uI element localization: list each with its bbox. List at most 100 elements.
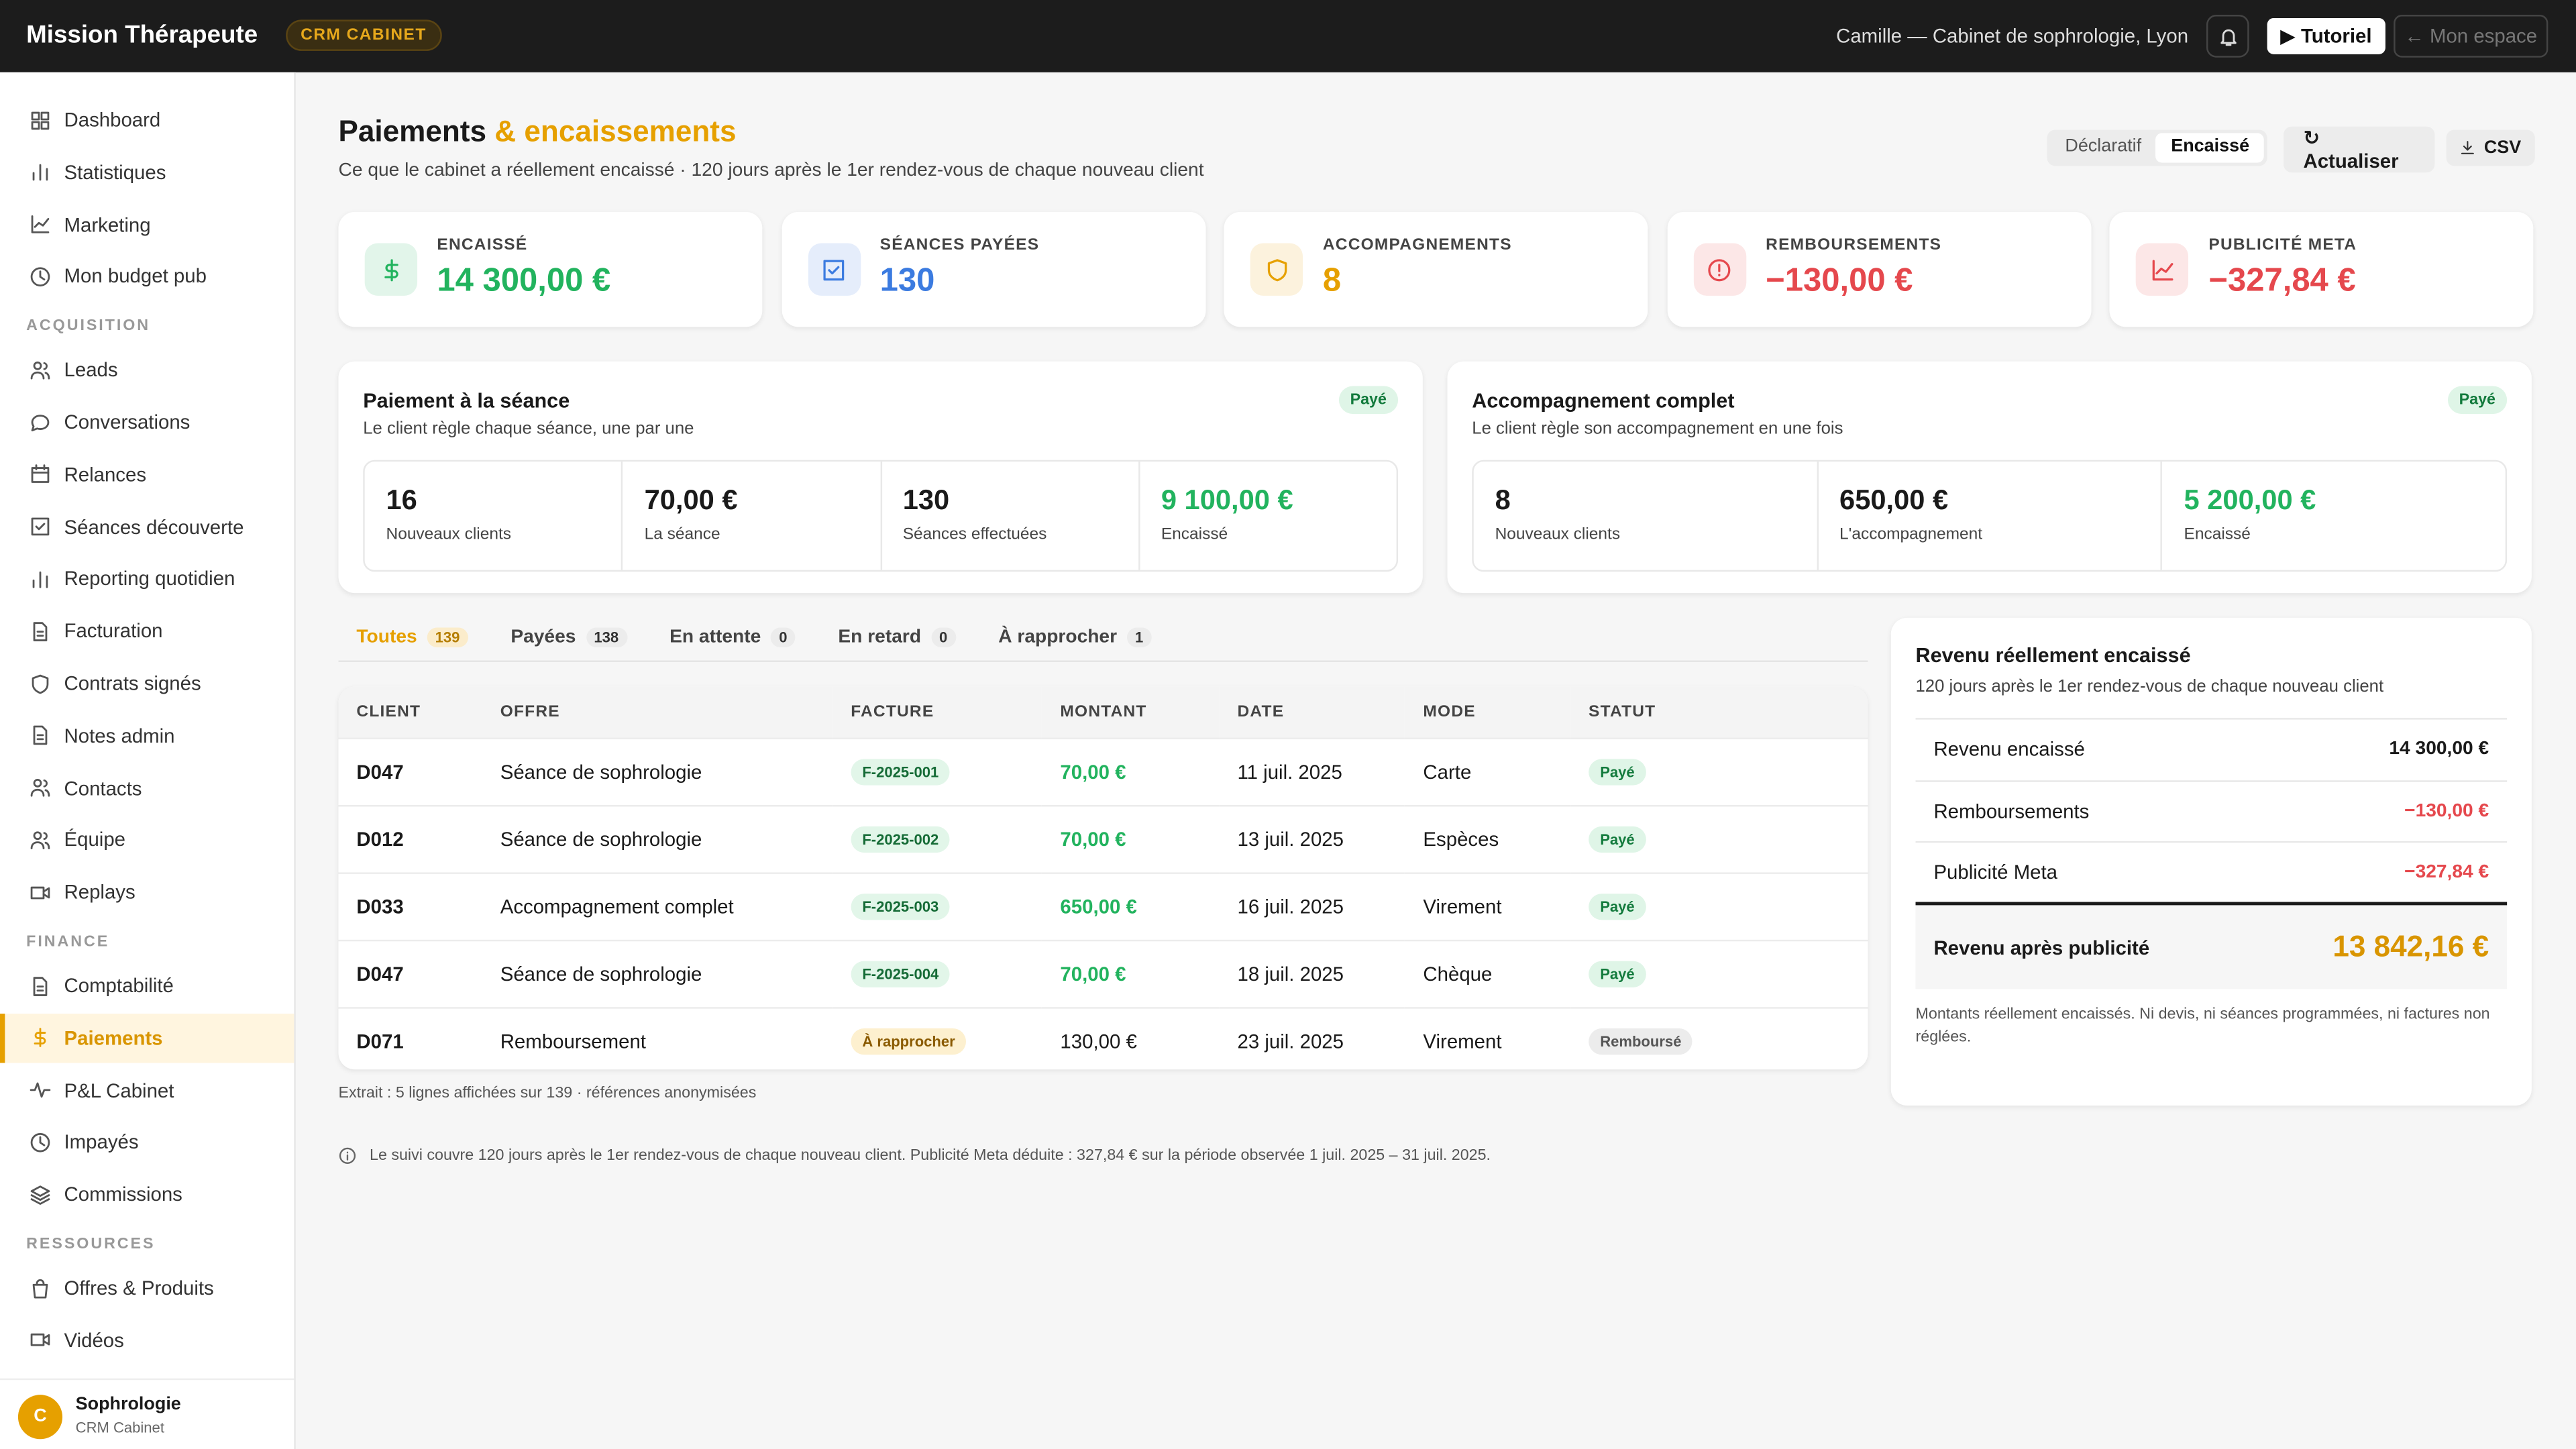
nav-item[interactable]: Contrats signés xyxy=(0,659,294,708)
avatar: C xyxy=(17,1395,63,1440)
nav-label: Reporting quotidien xyxy=(64,567,235,591)
toggle-option[interactable]: Déclaratif xyxy=(2065,136,2142,156)
nav-item[interactable]: Séances découverte xyxy=(0,502,294,551)
filter-tab[interactable]: À rapprocher 1 xyxy=(980,618,1169,661)
nav-item[interactable]: Conversations xyxy=(0,398,294,447)
icon-stroke xyxy=(34,1032,46,1045)
panel-title: Paiement à la séance xyxy=(363,389,570,413)
nav-item[interactable]: Impayés xyxy=(0,1118,294,1167)
cell-text: D071 xyxy=(356,1030,404,1053)
revenue-note: Montants réellement encaissés. Ni devis,… xyxy=(1915,1005,2490,1047)
cell-text: 16 juil. 2025 xyxy=(1237,895,1344,918)
column-header: CLIENT xyxy=(338,686,482,739)
table-cell: Remboursé xyxy=(1570,1007,1868,1070)
revenue-total-label: Revenu après publicité xyxy=(1933,935,2150,959)
nav-item[interactable]: Offres & Produits xyxy=(0,1263,294,1312)
icon-stroke xyxy=(39,270,46,280)
payments-table: CLIENT OFFRE FACTURE MONTANT DATE MODE STATUT D… xyxy=(338,686,1868,1070)
stat: 650,00 € L'accompagnement xyxy=(1816,462,2161,570)
nav-item[interactable]: Relances xyxy=(0,450,294,499)
toggle-option[interactable]: Encaissé xyxy=(2156,133,2265,163)
icon xyxy=(30,831,50,849)
stat-label: Séances effectuées xyxy=(902,525,1047,544)
nav-item[interactable]: Mon budget pub xyxy=(0,252,294,301)
icon xyxy=(1709,258,1731,281)
nav-label: Comptabilité xyxy=(64,974,174,998)
kpi-card: PUBLICITÉ META −327,84 € xyxy=(2110,211,2534,327)
nav-item[interactable]: Vidéos xyxy=(0,1316,294,1364)
csv-button[interactable]: CSV xyxy=(2446,129,2534,166)
icon-stroke xyxy=(44,789,50,797)
nav-item[interactable]: Marketing xyxy=(0,200,294,249)
filter-tab[interactable]: Toutes 139 xyxy=(338,618,486,661)
cell-text: Séance de sophrologie xyxy=(500,963,702,986)
table-row[interactable]: D033 Accompagnement complet F-2025-003 650,… xyxy=(338,872,1868,941)
refresh-button[interactable]: ↻ Actualiser xyxy=(2284,126,2435,173)
nav-item[interactable]: Notes admin xyxy=(0,711,294,760)
table-row[interactable]: D071 Remboursement À rapprocher 130,00 € 23 … xyxy=(338,1007,1868,1070)
nav-item[interactable]: Replays xyxy=(0,868,294,917)
icon xyxy=(33,726,48,745)
cell-text: Espèces xyxy=(1423,828,1499,851)
tutorial-button[interactable]: ▶ Tutoriel xyxy=(2267,17,2385,54)
nav-item[interactable]: Commissions xyxy=(0,1170,294,1219)
filter-tab[interactable]: Payées 138 xyxy=(492,618,645,661)
nav-label: Relances xyxy=(64,463,147,486)
nav-item[interactable]: Contacts xyxy=(0,763,294,812)
nav-item[interactable]: Équipe xyxy=(0,816,294,865)
nav-label: Impayés xyxy=(64,1130,139,1155)
filter-tabs: Toutes 139 Payées 138 En attente 0 En retard 0 À… xyxy=(338,618,1868,662)
table-cell: Remboursement xyxy=(482,1007,833,1070)
nav-section-title: RESSOURCES xyxy=(26,1235,156,1254)
kpi-card: REMBOURSEMENTS −130,00 € xyxy=(1667,211,2092,327)
kpi-value: −327,84 € xyxy=(2208,262,2356,299)
table-row[interactable]: D047 Séance de sophrologie F-2025-004 70,00… xyxy=(338,939,1868,1008)
stat-value: 650,00 € xyxy=(1839,484,1949,516)
nav-item[interactable]: P&L Cabinet xyxy=(0,1065,294,1114)
nav-label: Replays xyxy=(64,881,136,904)
nav-item[interactable]: Comptabilité xyxy=(0,961,294,1010)
icon-stroke xyxy=(1267,258,1287,281)
nav-item[interactable]: Paiements xyxy=(0,1013,294,1063)
icon xyxy=(32,164,48,181)
stat-label: Nouveaux clients xyxy=(386,525,512,544)
icon-stroke xyxy=(30,1082,51,1098)
icon xyxy=(33,976,48,996)
cell-text: 13 juil. 2025 xyxy=(1237,828,1344,851)
filter-tab[interactable]: En retard 0 xyxy=(820,618,973,661)
icon xyxy=(31,517,50,536)
table-cell: Accompagnement complet xyxy=(482,872,833,941)
nav-item[interactable]: Dashboard xyxy=(0,95,294,144)
kpi-icon xyxy=(807,243,861,296)
table-cell: D047 xyxy=(338,737,482,806)
back-button[interactable]: ← Mon espace xyxy=(2394,15,2548,58)
filter-tab[interactable]: En attente 0 xyxy=(651,618,813,661)
nav-item[interactable]: Leads xyxy=(0,345,294,394)
offer-panel: Accompagnement complet Payé Le client règl… xyxy=(1447,361,2532,594)
table-row[interactable]: D047 Séance de sophrologie F-2025-001 70,00… xyxy=(338,737,1868,806)
nav-item[interactable]: Statistiques xyxy=(0,148,294,197)
icon-stroke xyxy=(43,362,48,370)
tab-count: 138 xyxy=(586,627,627,647)
icon-stroke xyxy=(828,265,840,274)
table-cell: 70,00 € xyxy=(1042,737,1220,806)
tab-count: 0 xyxy=(770,627,796,647)
kpi-label: ACCOMPAGNEMENTS xyxy=(1322,236,1512,255)
page-title-accent: & encaissements xyxy=(494,115,737,148)
nav-label: Facturation xyxy=(64,619,163,643)
nav-item[interactable]: Facturation xyxy=(0,606,294,655)
table-row[interactable]: D012 Séance de sophrologie F-2025-002 70,00… xyxy=(338,805,1868,873)
nav-item[interactable]: Reporting quotidien xyxy=(0,554,294,603)
invoice-pill: F-2025-002 xyxy=(851,826,951,853)
kpi-icon xyxy=(1693,243,1746,296)
table-cell: 11 juil. 2025 xyxy=(1219,737,1405,806)
stat-value: 130 xyxy=(902,484,950,516)
tab-label: Payées xyxy=(511,627,576,647)
column-header: STATUT xyxy=(1570,686,1868,739)
notifications-button[interactable] xyxy=(2206,15,2249,58)
stat-value: 16 xyxy=(386,484,417,516)
nav-label: Paiements xyxy=(64,1026,163,1050)
icon-stroke xyxy=(39,1136,46,1146)
icon-stroke xyxy=(42,886,50,898)
